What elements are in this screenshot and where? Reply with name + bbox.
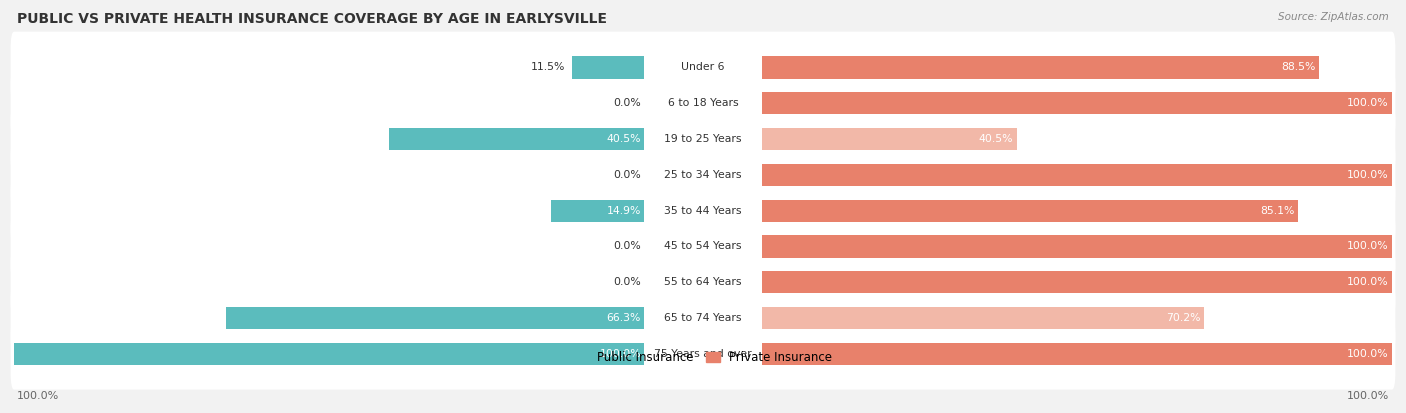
FancyBboxPatch shape [11,247,1395,318]
Legend: Public Insurance, Private Insurance: Public Insurance, Private Insurance [569,347,837,369]
Text: 45 to 54 Years: 45 to 54 Years [664,242,742,252]
FancyBboxPatch shape [11,67,1395,139]
Text: 100.0%: 100.0% [1347,349,1389,359]
Text: 100.0%: 100.0% [17,391,59,401]
Bar [762,235,1392,258]
Bar [762,271,1392,293]
Text: 14.9%: 14.9% [606,206,641,216]
FancyBboxPatch shape [11,211,1395,282]
Text: 19 to 25 Years: 19 to 25 Years [664,134,742,144]
Text: 75 Years and over: 75 Years and over [654,349,752,359]
Text: 0.0%: 0.0% [613,98,641,108]
Text: Source: ZipAtlas.com: Source: ZipAtlas.com [1278,12,1389,22]
Bar [762,128,1017,150]
FancyBboxPatch shape [11,103,1395,175]
Text: 100.0%: 100.0% [1347,277,1389,287]
Text: PUBLIC VS PRIVATE HEALTH INSURANCE COVERAGE BY AGE IN EARLYSVILLE: PUBLIC VS PRIVATE HEALTH INSURANCE COVER… [17,12,607,26]
Bar [389,128,644,150]
Bar [762,199,1298,222]
Text: 11.5%: 11.5% [530,62,565,72]
Text: 65 to 74 Years: 65 to 74 Years [664,313,742,323]
Text: 100.0%: 100.0% [1347,170,1389,180]
FancyBboxPatch shape [11,139,1395,211]
Bar [762,92,1392,114]
Text: 100.0%: 100.0% [1347,391,1389,401]
Text: 0.0%: 0.0% [613,242,641,252]
FancyBboxPatch shape [11,32,1395,103]
Text: 6 to 18 Years: 6 to 18 Years [668,98,738,108]
Bar [572,56,644,78]
Bar [762,56,1319,78]
Text: 0.0%: 0.0% [613,170,641,180]
FancyBboxPatch shape [11,318,1395,389]
Text: 88.5%: 88.5% [1282,62,1316,72]
Bar [762,164,1392,186]
Text: 70.2%: 70.2% [1166,313,1201,323]
Text: 66.3%: 66.3% [606,313,641,323]
Bar [551,199,644,222]
Bar [226,307,644,329]
Bar [762,343,1392,365]
Text: Under 6: Under 6 [682,62,724,72]
Text: 40.5%: 40.5% [979,134,1014,144]
Bar [14,343,644,365]
FancyBboxPatch shape [11,282,1395,354]
Text: 85.1%: 85.1% [1260,206,1295,216]
Text: 25 to 34 Years: 25 to 34 Years [664,170,742,180]
Text: 100.0%: 100.0% [1347,242,1389,252]
FancyBboxPatch shape [11,175,1395,247]
Text: 0.0%: 0.0% [613,277,641,287]
Text: 35 to 44 Years: 35 to 44 Years [664,206,742,216]
Text: 55 to 64 Years: 55 to 64 Years [664,277,742,287]
Bar [762,307,1204,329]
Text: 100.0%: 100.0% [1347,98,1389,108]
Text: 100.0%: 100.0% [599,349,641,359]
Text: 40.5%: 40.5% [606,134,641,144]
